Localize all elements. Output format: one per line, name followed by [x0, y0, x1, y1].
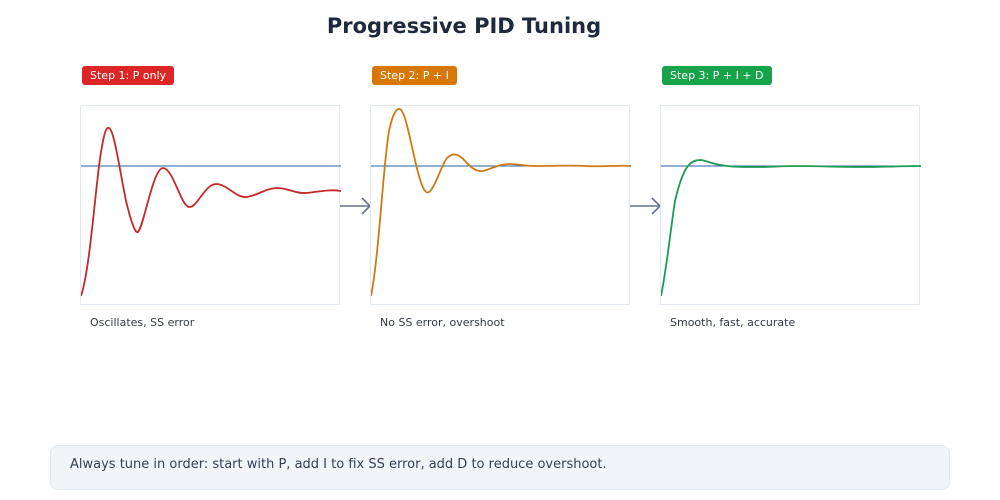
step-1-caption: Oscillates, SS error: [90, 316, 195, 329]
response-curve: [661, 159, 921, 297]
step-3-badge: Step 3: P + I + D: [662, 66, 772, 85]
step-3-caption: Smooth, fast, accurate: [670, 316, 796, 329]
step-2-badge: Step 2: P + I: [372, 66, 457, 85]
step-1-chart: [80, 105, 341, 305]
arrow-right-icon: [630, 197, 662, 215]
response-curve: [371, 107, 631, 297]
step-1-badge: Step 1: P only: [82, 66, 175, 85]
step-2-caption: No SS error, overshoot: [380, 316, 505, 329]
step-2-chart: [370, 105, 631, 305]
step-3-chart: [660, 105, 921, 305]
page-title: Progressive PID Tuning: [326, 14, 602, 38]
arrow-right-icon: [340, 197, 372, 215]
tip-note: Always tune in order: start with P, add …: [50, 445, 950, 490]
response-curve: [81, 126, 341, 297]
